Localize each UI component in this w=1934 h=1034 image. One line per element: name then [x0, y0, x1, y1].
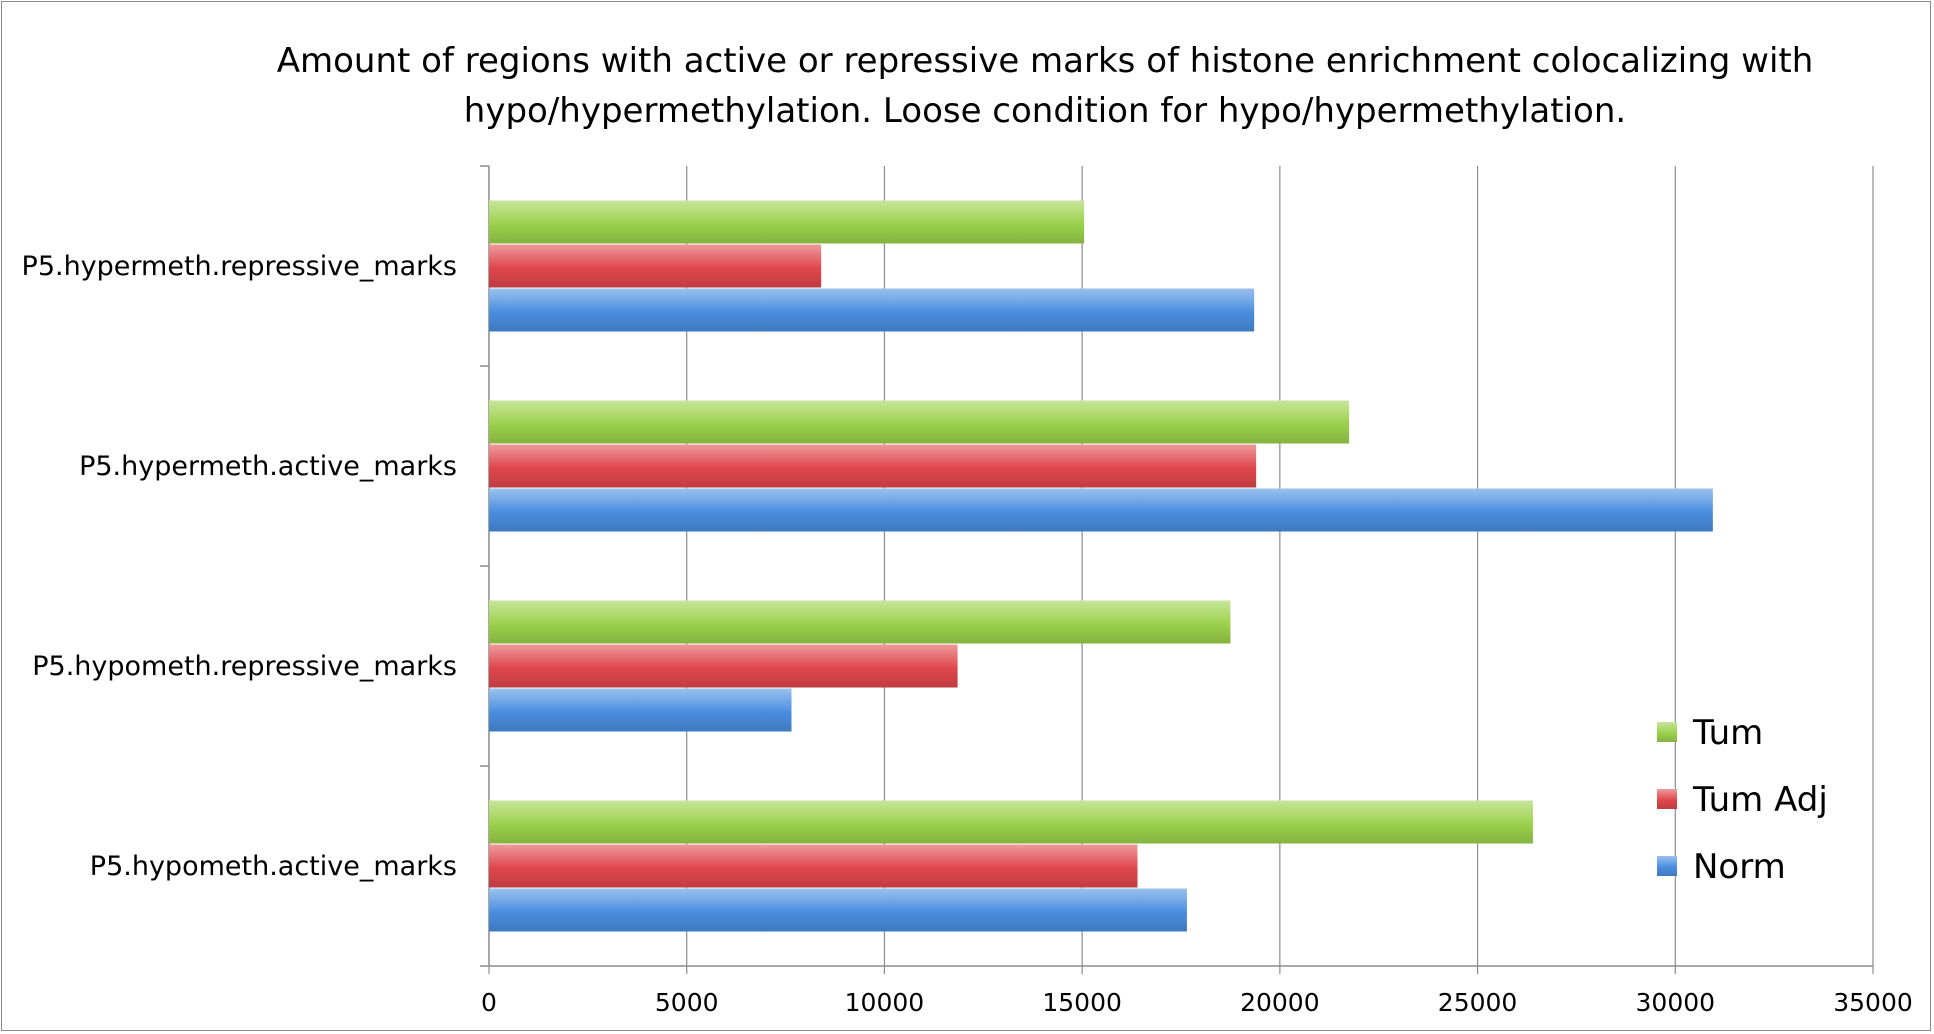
x-tick-label: 10000 — [845, 988, 925, 1017]
bar-tum-adj-p5-hypometh-repressive-marks — [489, 644, 958, 688]
chart-title: Amount of regions with active or repress… — [276, 41, 1814, 131]
legend-label-norm: Norm — [1693, 847, 1786, 887]
bar-norm-p5-hypometh-repressive-marks — [489, 688, 792, 732]
y-category-label: P5.hypermeth.repressive_marks — [22, 251, 457, 282]
bar-norm-p5-hypometh-active-marks — [489, 888, 1187, 932]
legend-swatch-tum-adj — [1657, 789, 1677, 809]
x-tick-label: 20000 — [1240, 988, 1320, 1017]
bar-tum-p5-hypometh-repressive-marks — [489, 600, 1231, 644]
bar-norm-p5-hypermeth-repressive-marks — [489, 288, 1255, 332]
labels: 0 5000 10000 15000 20000 25000 30000 35000 P5.hy… — [22, 251, 1913, 1017]
bar-tum-adj-p5-hypermeth-active-marks — [489, 444, 1257, 488]
bar-tum-p5-hypometh-active-marks — [489, 800, 1533, 844]
x-tick-label: 0 — [481, 988, 497, 1017]
x-tick-label: 35000 — [1833, 988, 1913, 1017]
bar-tum-p5-hypermeth-active-marks — [489, 400, 1350, 444]
bar-tum-adj-p5-hypermeth-repressive-marks — [489, 244, 822, 288]
bar-tum-adj-p5-hypometh-active-marks — [489, 844, 1138, 888]
legend-label-tum-adj: Tum Adj — [1692, 780, 1828, 820]
legend-swatch-norm — [1657, 856, 1677, 876]
bar-tum-p5-hypermeth-repressive-marks — [489, 200, 1085, 244]
x-tick-label: 15000 — [1042, 988, 1122, 1017]
bars — [489, 200, 1713, 932]
bar-norm-p5-hypermeth-active-marks — [489, 488, 1713, 532]
x-tick-label: 30000 — [1636, 988, 1716, 1017]
legend-label-tum: Tum — [1692, 713, 1763, 753]
legend: Tum Tum Adj Norm — [1657, 713, 1828, 887]
y-category-label: P5.hypometh.active_marks — [90, 851, 457, 882]
legend-swatch-tum — [1657, 722, 1677, 742]
y-category-label: P5.hypometh.repressive_marks — [32, 651, 457, 682]
x-tick-label: 5000 — [655, 988, 719, 1017]
y-category-label: P5.hypermeth.active_marks — [79, 451, 457, 482]
x-tick-label: 25000 — [1438, 988, 1518, 1017]
